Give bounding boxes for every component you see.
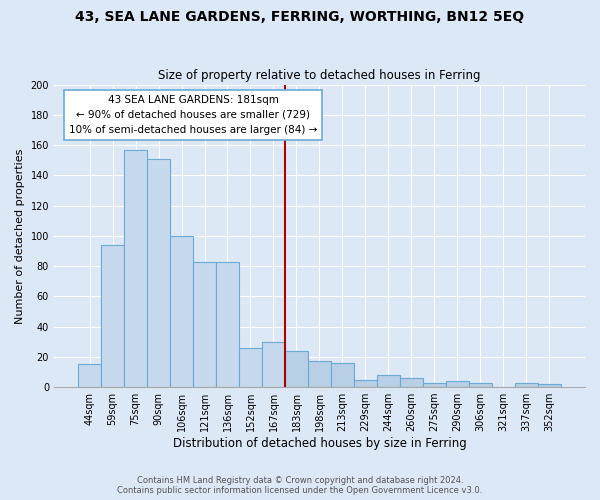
Bar	[78, 364, 101, 387]
Y-axis label: Number of detached properties: Number of detached properties	[15, 148, 25, 324]
Bar	[285, 351, 308, 387]
Bar	[331, 363, 354, 387]
Bar	[216, 262, 239, 387]
Text: 43 SEA LANE GARDENS: 181sqm
← 90% of detached houses are smaller (729)
10% of se: 43 SEA LANE GARDENS: 181sqm ← 90% of det…	[69, 95, 317, 134]
Bar	[515, 382, 538, 387]
Bar	[239, 348, 262, 387]
Bar	[262, 342, 285, 387]
Text: Contains HM Land Registry data © Crown copyright and database right 2024.
Contai: Contains HM Land Registry data © Crown c…	[118, 476, 482, 495]
Bar	[124, 150, 147, 387]
Bar	[469, 382, 492, 387]
Bar	[193, 262, 216, 387]
Text: 43, SEA LANE GARDENS, FERRING, WORTHING, BN12 5EQ: 43, SEA LANE GARDENS, FERRING, WORTHING,…	[76, 10, 524, 24]
Title: Size of property relative to detached houses in Ferring: Size of property relative to detached ho…	[158, 69, 481, 82]
Bar	[101, 245, 124, 387]
Bar	[446, 381, 469, 387]
Bar	[400, 378, 423, 387]
X-axis label: Distribution of detached houses by size in Ferring: Distribution of detached houses by size …	[173, 437, 466, 450]
Bar	[538, 384, 561, 387]
Bar	[170, 236, 193, 387]
Bar	[423, 382, 446, 387]
Bar	[377, 375, 400, 387]
Bar	[308, 362, 331, 387]
Bar	[354, 380, 377, 387]
Bar	[147, 158, 170, 387]
